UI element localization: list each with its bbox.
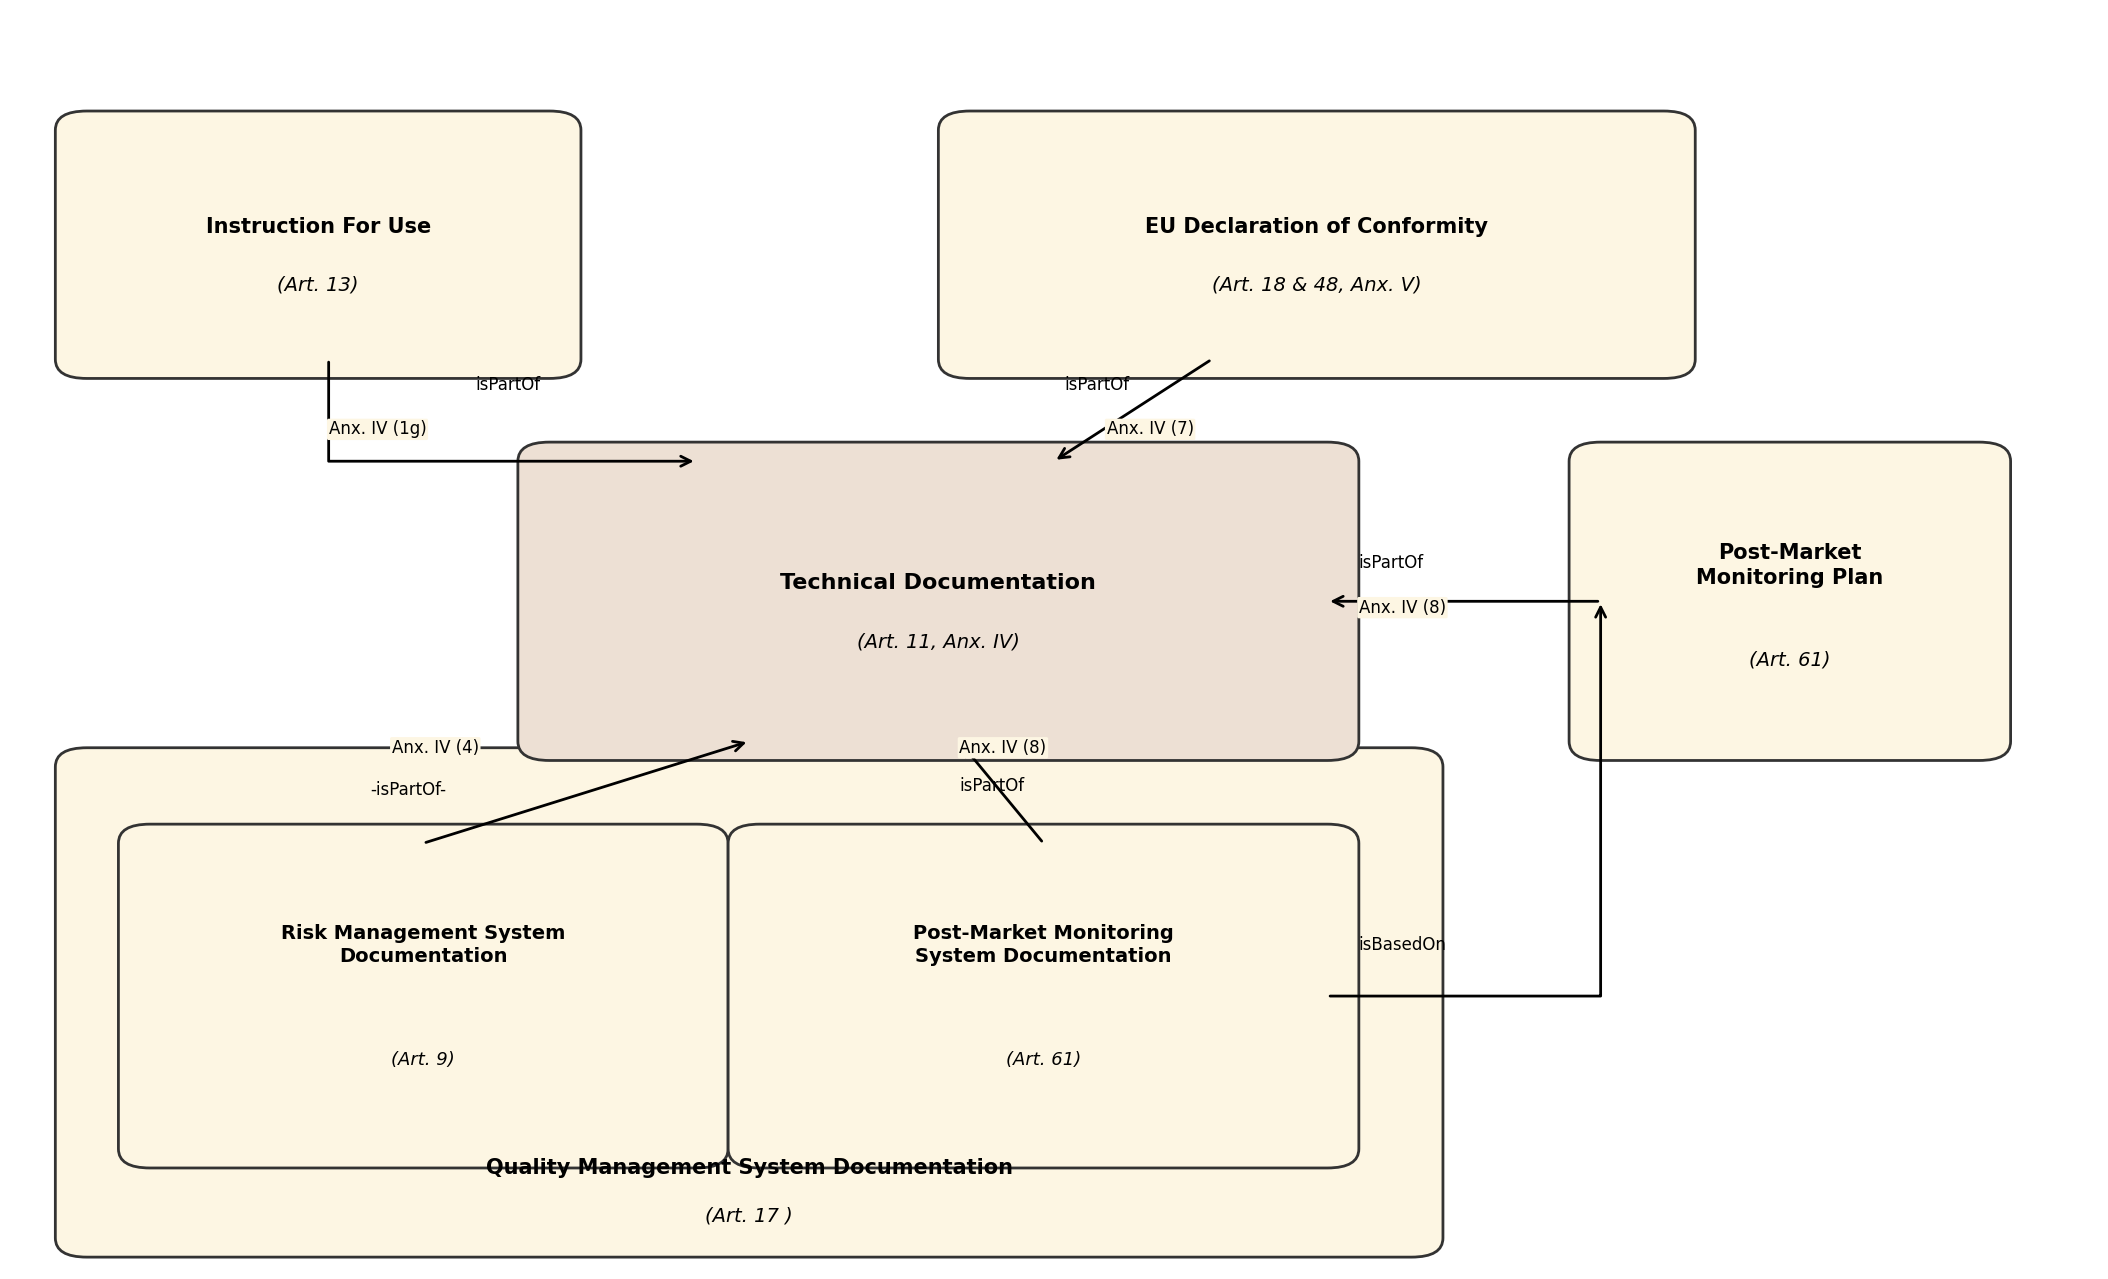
FancyBboxPatch shape bbox=[118, 824, 727, 1168]
Text: isPartOf: isPartOf bbox=[959, 776, 1024, 796]
Text: isBasedOn: isBasedOn bbox=[1360, 936, 1446, 954]
Text: (Art. 18 & 48, Anx. V): (Art. 18 & 48, Anx. V) bbox=[1212, 276, 1421, 295]
FancyBboxPatch shape bbox=[55, 111, 582, 379]
Text: Anx. IV (4): Anx. IV (4) bbox=[392, 739, 479, 757]
FancyBboxPatch shape bbox=[1568, 443, 2011, 761]
Text: (Art. 61): (Art. 61) bbox=[1750, 651, 1830, 669]
Text: Anx. IV (8): Anx. IV (8) bbox=[959, 739, 1046, 757]
Text: (Art. 13): (Art. 13) bbox=[278, 276, 358, 295]
Text: Technical Documentation: Technical Documentation bbox=[780, 573, 1096, 593]
Text: isPartOf: isPartOf bbox=[1360, 554, 1425, 572]
Text: (Art. 11, Anx. IV): (Art. 11, Anx. IV) bbox=[858, 633, 1020, 651]
FancyBboxPatch shape bbox=[55, 748, 1444, 1257]
FancyBboxPatch shape bbox=[938, 111, 1695, 379]
Text: (Art. 17 ): (Art. 17 ) bbox=[706, 1207, 793, 1225]
Text: isPartOf: isPartOf bbox=[476, 376, 542, 394]
Text: -isPartOf-: -isPartOf- bbox=[371, 780, 447, 799]
Text: EU Declaration of Conformity: EU Declaration of Conformity bbox=[1145, 217, 1488, 237]
Text: (Art. 61): (Art. 61) bbox=[1006, 1051, 1081, 1069]
Text: Anx. IV (8): Anx. IV (8) bbox=[1360, 599, 1446, 616]
Text: Anx. IV (1g): Anx. IV (1g) bbox=[329, 421, 426, 439]
Text: Risk Management System
Documentation: Risk Management System Documentation bbox=[280, 923, 565, 967]
Text: Anx. IV (7): Anx. IV (7) bbox=[1107, 421, 1193, 439]
Text: Instruction For Use: Instruction For Use bbox=[204, 217, 430, 237]
Text: Quality Management System Documentation: Quality Management System Documentation bbox=[485, 1157, 1012, 1178]
Text: (Art. 9): (Art. 9) bbox=[392, 1051, 455, 1069]
Text: Post-Market
Monitoring Plan: Post-Market Monitoring Plan bbox=[1697, 544, 1882, 588]
Text: Post-Market Monitoring
System Documentation: Post-Market Monitoring System Documentat… bbox=[913, 923, 1174, 967]
FancyBboxPatch shape bbox=[519, 443, 1360, 761]
Text: isPartOf: isPartOf bbox=[1065, 376, 1130, 394]
FancyBboxPatch shape bbox=[727, 824, 1360, 1168]
